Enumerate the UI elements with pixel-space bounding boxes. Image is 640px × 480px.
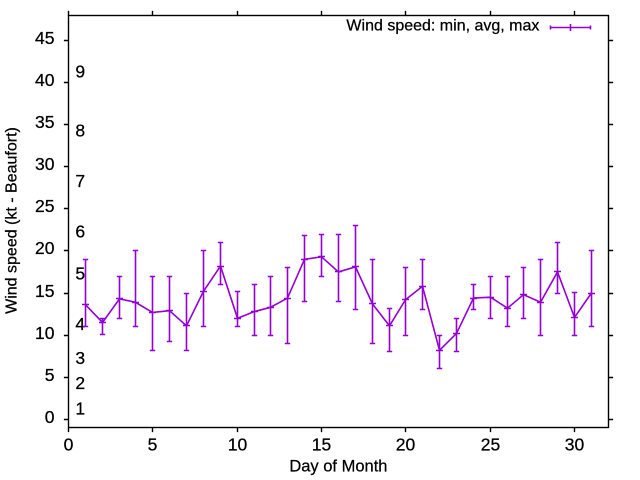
svg-text:3: 3	[75, 348, 85, 368]
svg-text:1: 1	[75, 399, 85, 419]
svg-text:2: 2	[75, 373, 85, 393]
svg-text:8: 8	[75, 121, 85, 141]
svg-text:5: 5	[45, 365, 55, 385]
svg-text:5: 5	[148, 434, 158, 454]
svg-text:35: 35	[35, 112, 54, 132]
svg-text:9: 9	[75, 62, 85, 82]
svg-text:7: 7	[75, 171, 85, 191]
svg-text:40: 40	[35, 70, 55, 90]
svg-text:25: 25	[481, 434, 500, 454]
svg-text:45: 45	[35, 28, 54, 48]
svg-text:25: 25	[35, 196, 54, 216]
svg-text:10: 10	[228, 434, 248, 454]
svg-text:Day of Month: Day of Month	[289, 458, 387, 476]
svg-text:30: 30	[35, 154, 55, 174]
svg-text:Wind speed (kt - Beaufort): Wind speed (kt - Beaufort)	[4, 127, 21, 314]
svg-text:10: 10	[35, 323, 55, 343]
svg-text:0: 0	[64, 434, 74, 454]
svg-text:20: 20	[396, 434, 416, 454]
svg-text:0: 0	[45, 407, 55, 427]
svg-text:4: 4	[75, 314, 85, 334]
svg-text:15: 15	[312, 434, 331, 454]
svg-text:6: 6	[75, 222, 85, 242]
svg-text:20: 20	[35, 238, 55, 258]
svg-text:5: 5	[75, 264, 85, 284]
svg-text:30: 30	[565, 434, 585, 454]
svg-text:15: 15	[35, 281, 54, 301]
svg-text:Wind speed: min, avg, max: Wind speed: min, avg, max	[346, 17, 539, 34]
